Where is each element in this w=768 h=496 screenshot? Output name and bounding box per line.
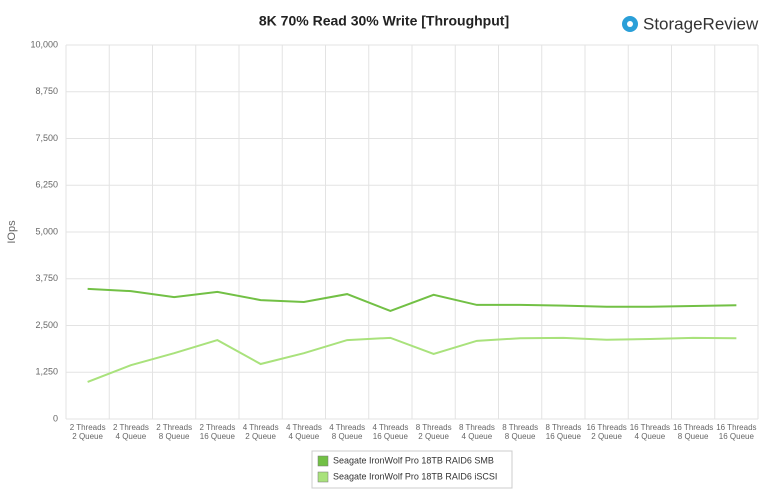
- x-tick-label: 4 Queue: [635, 432, 666, 441]
- x-tick-label: 8 Queue: [332, 432, 363, 441]
- x-tick-label: 16 Threads: [630, 423, 670, 432]
- x-tick-label: 2 Threads: [156, 423, 192, 432]
- legend-swatch: [317, 455, 329, 467]
- x-tick-label: 16 Queue: [200, 432, 236, 441]
- x-tick-label: 8 Threads: [502, 423, 538, 432]
- series-line: [87, 336, 737, 383]
- y-tick-label: 7,500: [35, 133, 58, 143]
- legend-label: Seagate IronWolf Pro 18TB RAID6 iSCSI: [333, 471, 497, 481]
- x-tick-label: 8 Queue: [159, 432, 190, 441]
- x-tick-label: 2 Threads: [199, 423, 235, 432]
- x-tick-label: 8 Threads: [545, 423, 581, 432]
- x-tick-label: 16 Queue: [546, 432, 582, 441]
- x-tick-label: 8 Queue: [678, 432, 709, 441]
- x-tick-label: 8 Queue: [505, 432, 536, 441]
- y-tick-label: 10,000: [30, 39, 58, 49]
- x-tick-label: 2 Queue: [591, 432, 622, 441]
- legend-swatch: [317, 471, 329, 483]
- x-tick-label: 2 Queue: [72, 432, 103, 441]
- y-tick-label: 8,750: [35, 86, 58, 96]
- chart-title: 8K 70% Read 30% Write [Throughput]: [259, 13, 509, 29]
- y-tick-label: 0: [53, 413, 58, 423]
- x-tick-label: 4 Threads: [243, 423, 279, 432]
- x-tick-label: 4 Threads: [372, 423, 408, 432]
- x-tick-label: 2 Threads: [113, 423, 149, 432]
- logo: StorageReview: [622, 14, 759, 33]
- x-tick-label: 16 Queue: [719, 432, 755, 441]
- legend-label: Seagate IronWolf Pro 18TB RAID6 SMB: [333, 455, 494, 465]
- y-tick-label: 6,250: [35, 180, 58, 190]
- x-tick-label: 16 Queue: [373, 432, 409, 441]
- x-tick-label: 16 Threads: [586, 423, 626, 432]
- series-line: [87, 287, 737, 312]
- legend-box: [311, 450, 513, 489]
- x-tick-label: 2 Queue: [418, 432, 449, 441]
- x-tick-label: 4 Threads: [286, 423, 322, 432]
- x-tick-label: 4 Queue: [116, 432, 147, 441]
- logo-text: StorageReview: [643, 14, 759, 33]
- x-tick-label: 2 Threads: [70, 423, 106, 432]
- y-tick-label: 1,250: [35, 367, 58, 377]
- x-tick-label: 4 Queue: [462, 432, 493, 441]
- y-axis-label: IOps: [6, 220, 18, 244]
- x-tick-label: 8 Threads: [416, 423, 452, 432]
- y-tick-label: 3,750: [35, 273, 58, 283]
- x-tick-label: 16 Threads: [716, 423, 756, 432]
- logo-icon-hole: [627, 21, 633, 27]
- x-tick-label: 4 Threads: [329, 423, 365, 432]
- x-tick-label: 2 Queue: [245, 432, 276, 441]
- x-tick-label: 4 Queue: [289, 432, 320, 441]
- y-tick-label: 5,000: [35, 226, 58, 236]
- x-tick-label: 8 Threads: [459, 423, 495, 432]
- x-tick-label: 16 Threads: [673, 423, 713, 432]
- y-tick-label: 2,500: [35, 320, 58, 330]
